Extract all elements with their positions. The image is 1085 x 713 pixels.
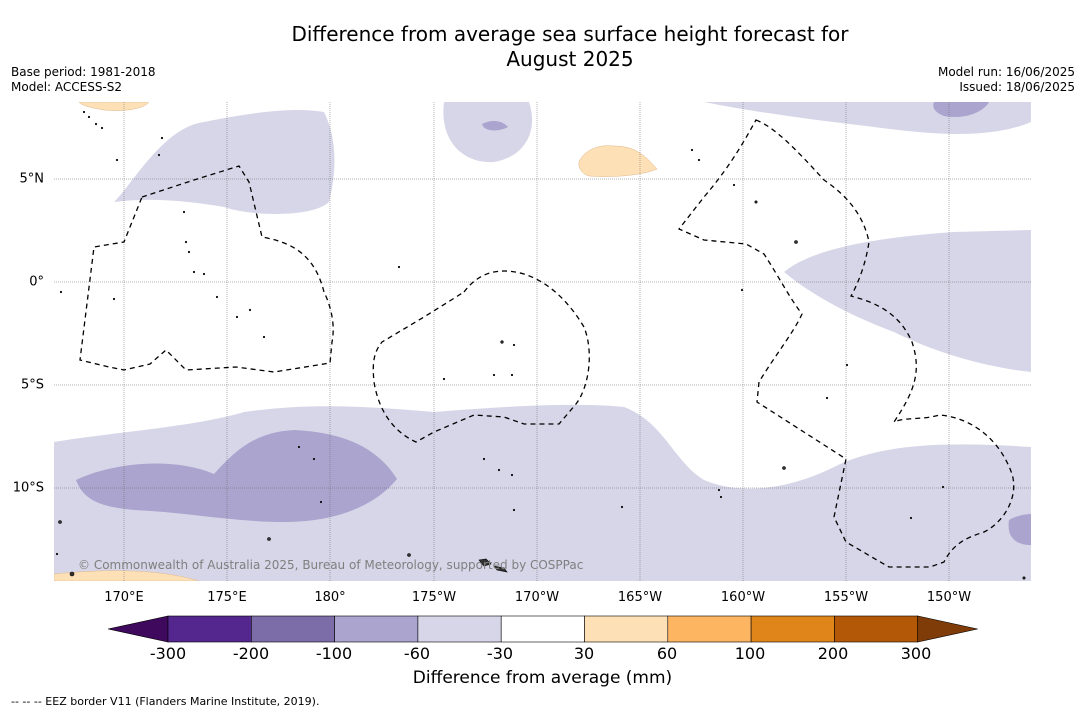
lon-label-155w: 155°W bbox=[823, 590, 869, 605]
graticule bbox=[54, 102, 1031, 581]
colorbar-segment bbox=[251, 615, 335, 643]
region-north-center bbox=[443, 102, 533, 163]
positive-patch-north-west bbox=[78, 102, 150, 111]
lat-label-0: 0° bbox=[29, 274, 44, 290]
region-east-band bbox=[784, 230, 1031, 372]
lat-label-5n: 5°N bbox=[19, 171, 45, 187]
meta-right: Model run: 16/06/2025 Issued: 18/06/2025 bbox=[938, 65, 1075, 95]
colorbar-extend-low bbox=[107, 615, 169, 643]
islands bbox=[55, 110, 1026, 580]
colorbar-tick: 100 bbox=[734, 644, 766, 663]
colorbar-segment bbox=[584, 615, 669, 643]
title-line-1: Difference from average sea surface heig… bbox=[291, 22, 849, 46]
lon-label-175e: 175°E bbox=[207, 590, 247, 605]
colorbar-segment bbox=[500, 615, 585, 643]
positive-patch-north bbox=[578, 145, 658, 177]
copyright-notice: © Commonwealth of Australia 2025, Bureau… bbox=[78, 558, 584, 572]
colorbar-segment bbox=[417, 615, 502, 643]
patch-north-small bbox=[482, 120, 508, 131]
lon-label-170w: 170°W bbox=[514, 590, 560, 605]
colorbar-segment bbox=[667, 615, 752, 643]
colorbar-segment bbox=[334, 615, 419, 643]
colorbar-segment bbox=[834, 615, 919, 643]
base-period: Base period: 1981-2018 bbox=[11, 65, 156, 79]
patch-north-east-small bbox=[933, 102, 989, 118]
eez-borders bbox=[79, 119, 1015, 568]
lat-label-10s: 10°S bbox=[12, 480, 44, 496]
map-panel bbox=[54, 102, 1031, 581]
colorbar-tick: -200 bbox=[232, 644, 270, 663]
colorbar-segment bbox=[750, 615, 835, 643]
colorbar-segment bbox=[167, 615, 252, 643]
colorbar-tick: 30 bbox=[573, 644, 595, 663]
model-name: Model: ACCESS-S2 bbox=[11, 80, 123, 94]
lon-label-175w: 175°W bbox=[411, 590, 457, 605]
lon-label-165w: 165°W bbox=[617, 590, 663, 605]
lon-label-160w: 160°W bbox=[720, 590, 766, 605]
patch-south-west bbox=[76, 430, 397, 522]
colorbar-label: Difference from average (mm) bbox=[412, 668, 673, 688]
lat-label-5s: 5°S bbox=[20, 377, 44, 393]
colorbar-tick: -300 bbox=[149, 644, 187, 663]
lon-label-150w: 150°W bbox=[926, 590, 972, 605]
lon-label-180: 180° bbox=[314, 590, 346, 605]
colorbar-tick: -30 bbox=[486, 644, 514, 663]
eez-tokelau bbox=[372, 270, 590, 443]
eez-line-islands bbox=[677, 119, 1015, 568]
anomaly-mid-negative bbox=[76, 102, 1031, 545]
colorbar-tick: 200 bbox=[817, 644, 849, 663]
colorbar-tick: -100 bbox=[315, 644, 353, 663]
colorbar-tick: 60 bbox=[656, 644, 678, 663]
patch-south-east-small bbox=[1008, 514, 1031, 545]
title-line-2: August 2025 bbox=[506, 47, 634, 71]
issued-date: Issued: 18/06/2025 bbox=[959, 80, 1075, 94]
map-title: Difference from average sea surface heig… bbox=[0, 22, 1085, 72]
meta-left: Base period: 1981-2018 Model: ACCESS-S2 bbox=[11, 65, 156, 95]
colorbar-tick: -60 bbox=[403, 644, 431, 663]
model-run: Model run: 16/06/2025 bbox=[937, 65, 1075, 79]
eez-footnote: -- -- -- EEZ border V11 (Flanders Marine… bbox=[11, 695, 320, 708]
colorbar-extend-high bbox=[917, 615, 978, 643]
colorbar bbox=[107, 615, 978, 643]
colorbar-tick: 300 bbox=[900, 644, 932, 663]
eez-tuvalu-kiribati-west bbox=[79, 165, 334, 373]
lon-label-170e: 170°E bbox=[104, 590, 144, 605]
